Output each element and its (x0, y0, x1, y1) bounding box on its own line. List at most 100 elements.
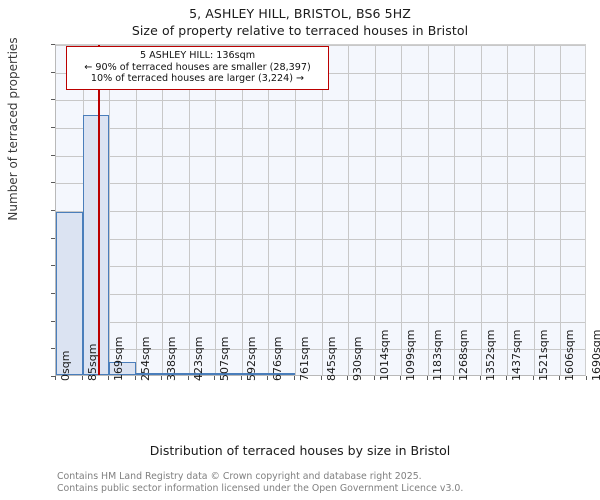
x-axis-tick-label: 676sqm (271, 336, 285, 381)
histogram-bar (135, 372, 163, 375)
x-axis-tick-mark (214, 376, 215, 380)
x-axis-tick-label: 1014sqm (377, 329, 391, 381)
gridline-horizontal (56, 45, 585, 46)
x-axis-tick-mark (586, 376, 587, 380)
annotation-line-2: ← 90% of terraced houses are smaller (28… (84, 61, 311, 73)
gridline-horizontal (56, 349, 585, 350)
histogram-bar (241, 373, 269, 375)
footer-line-2: Contains public sector information licen… (57, 482, 464, 494)
x-axis-tick-label: 169sqm (112, 336, 126, 381)
gridline-vertical (428, 45, 429, 375)
x-axis-tick-mark (55, 376, 56, 380)
x-axis-tick-label: 1099sqm (404, 329, 418, 381)
gridline-vertical (401, 45, 402, 375)
x-axis-tick-label: 1352sqm (483, 329, 497, 381)
gridline-horizontal (56, 183, 585, 184)
gridline-horizontal (56, 128, 585, 129)
page-title: 5, ASHLEY HILL, BRISTOL, BS6 5HZ (189, 6, 411, 21)
y-axis-tick-mark (51, 127, 55, 128)
gridline-vertical (481, 45, 482, 375)
x-axis-tick-label: 1183sqm (430, 329, 444, 381)
x-axis-tick-mark (294, 376, 295, 380)
y-axis-tick-mark (51, 293, 55, 294)
y-axis-tick-mark (51, 321, 55, 322)
gridline-vertical (215, 45, 216, 375)
x-axis-tick-label: 338sqm (165, 336, 179, 381)
gridline-vertical (348, 45, 349, 375)
y-axis-tick-mark (51, 155, 55, 156)
gridline-vertical (322, 45, 323, 375)
y-axis-tick-mark (51, 99, 55, 100)
y-axis-tick-mark (51, 44, 55, 45)
x-axis-tick-mark (82, 376, 83, 380)
gridline-vertical (268, 45, 269, 375)
annotation-line-1: 5 ASHLEY HILL: 136sqm (139, 50, 256, 61)
x-axis-tick-label: 761sqm (297, 336, 311, 381)
gridline-horizontal (56, 100, 585, 101)
y-axis-tick-mark (51, 72, 55, 73)
plot-area (55, 44, 586, 376)
x-axis-tick-mark (427, 376, 428, 380)
gridline-horizontal (56, 322, 585, 323)
x-axis-tick-label: 845sqm (324, 336, 338, 381)
x-axis-tick-label: 1690sqm (590, 329, 600, 381)
histogram-bars (56, 45, 585, 375)
x-axis-tick-label: 930sqm (351, 336, 365, 381)
y-axis-tick-mark (51, 182, 55, 183)
x-axis-tick-label: 85sqm (85, 343, 99, 381)
annotation-line-3: 10% of terraced houses are larger (3,224… (90, 73, 305, 85)
histogram-bar (215, 373, 242, 375)
y-axis-tick-mark (51, 348, 55, 349)
footer-attribution: Contains HM Land Registry data © Crown c… (57, 471, 597, 494)
x-axis-tick-mark (480, 376, 481, 380)
x-axis-tick-mark (559, 376, 560, 380)
gridline-vertical (162, 45, 163, 375)
gridline-vertical (560, 45, 561, 375)
gridline-vertical (136, 45, 137, 375)
x-axis-tick-label: 1521sqm (536, 329, 550, 381)
gridline-vertical (295, 45, 296, 375)
x-axis-tick-mark (188, 376, 189, 380)
footer-line-1: Contains HM Land Registry data © Crown c… (57, 471, 422, 482)
annotation-box: 5 ASHLEY HILL: 136sqm ← 90% of terraced … (66, 46, 329, 90)
gridline-vertical (507, 45, 508, 375)
y-axis-tick-mark (51, 238, 55, 239)
gridline-vertical (109, 45, 110, 375)
gridline-horizontal (56, 211, 585, 212)
gridline-vertical (242, 45, 243, 375)
y-axis-title: Number of terraced properties (6, 37, 20, 221)
x-axis-tick-label: 592sqm (244, 336, 258, 381)
y-axis-tick-mark (51, 376, 55, 377)
y-axis-tick-mark (51, 265, 55, 266)
x-axis-tick-label: 1268sqm (457, 329, 471, 381)
x-axis-tick-mark (506, 376, 507, 380)
x-axis-tick-mark (374, 376, 375, 380)
gridline-horizontal (56, 156, 585, 157)
x-axis-title: Distribution of terraced houses by size … (149, 443, 451, 458)
x-axis-tick-mark (267, 376, 268, 380)
x-axis-tick-label: 1437sqm (510, 329, 524, 381)
x-axis-tick-mark (347, 376, 348, 380)
histogram-bar (268, 373, 295, 375)
x-axis-tick-label: 254sqm (138, 336, 152, 381)
gridline-vertical (189, 45, 190, 375)
x-axis-tick-label: 1606sqm (563, 329, 577, 381)
histogram-bar (162, 373, 189, 375)
histogram-bar (56, 211, 83, 375)
x-axis-tick-mark (161, 376, 162, 380)
y-axis-tick-mark (51, 210, 55, 211)
x-axis-tick-mark (533, 376, 534, 380)
x-axis-tick-mark (241, 376, 242, 380)
x-axis-tick-label: 507sqm (218, 336, 232, 381)
histogram-bar (188, 373, 216, 375)
x-axis-tick-mark (135, 376, 136, 380)
gridline-horizontal (56, 294, 585, 295)
gridline-vertical (375, 45, 376, 375)
chart-subtitle: Size of property relative to terraced ho… (131, 23, 469, 38)
x-axis-tick-mark (400, 376, 401, 380)
gridline-horizontal (56, 239, 585, 240)
gridline-horizontal (56, 266, 585, 267)
x-axis-tick-label: 0sqm (59, 350, 72, 381)
histogram-bar (82, 114, 110, 375)
